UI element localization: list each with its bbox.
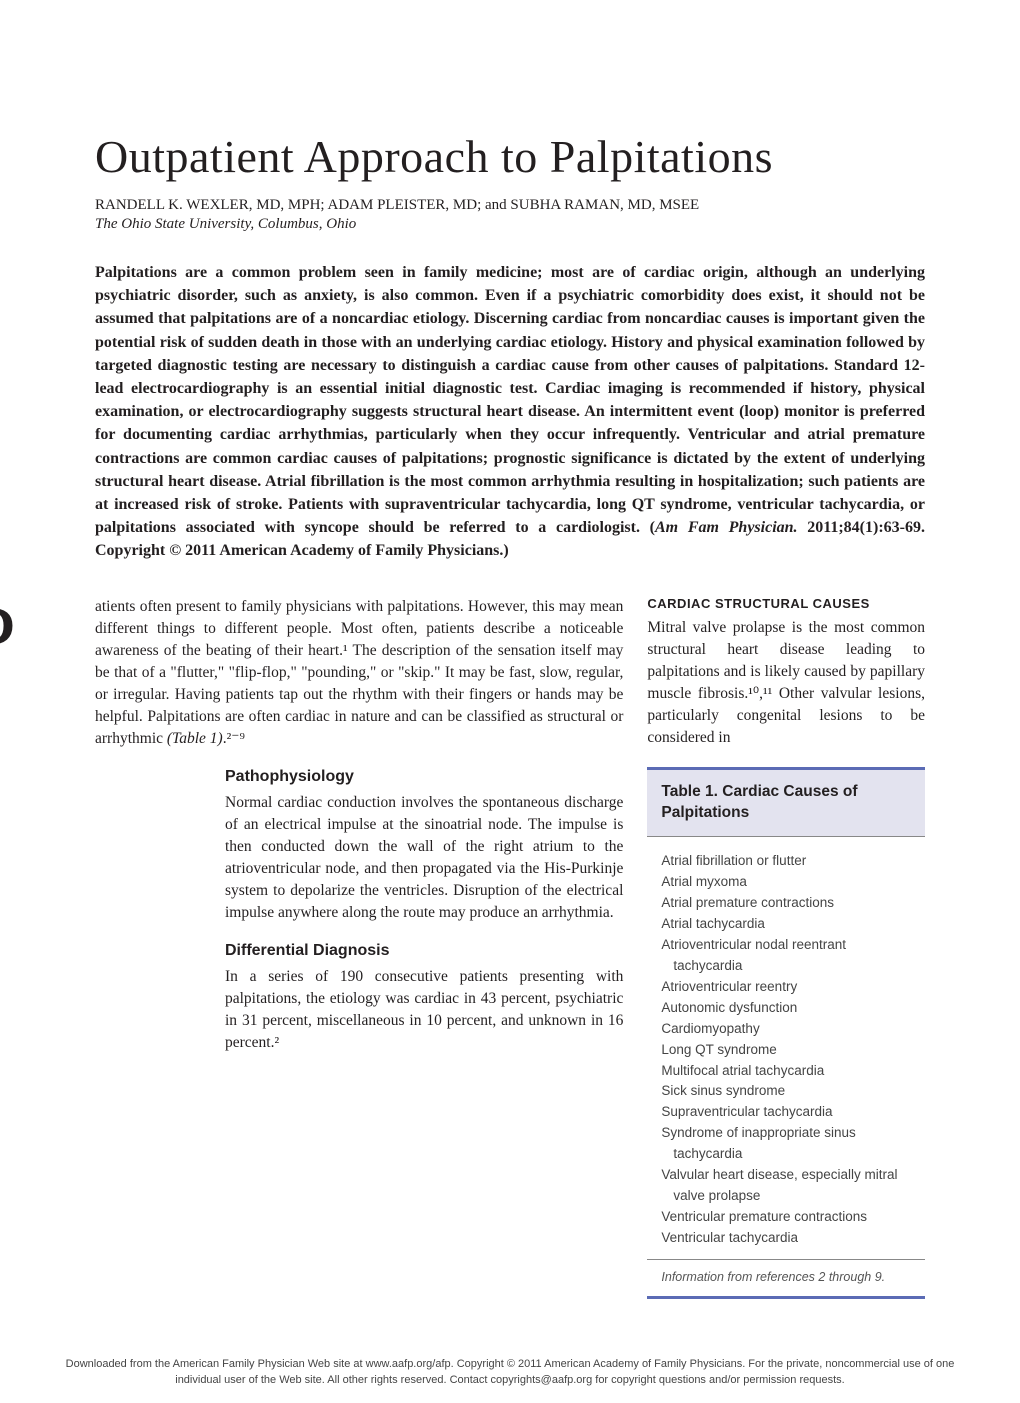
differential-heading: Differential Diagnosis [225, 942, 623, 960]
cardiac-structural-subhead: CARDIAC STRUCTURAL CAUSES [647, 596, 925, 611]
table-1: Table 1. Cardiac Causes of Palpitations … [647, 767, 925, 1298]
abstract: Palpitations are a common problem seen i… [95, 261, 925, 562]
table-row: Syndrome of inappropriate sinus tachycar… [661, 1123, 911, 1165]
affiliation-line: The Ohio State University, Columbus, Ohi… [95, 216, 925, 233]
table-1-footer: Information from references 2 through 9. [647, 1259, 925, 1296]
differential-body: In a series of 190 consecutive patients … [225, 966, 623, 1054]
intro-paragraph: Patients often present to family physici… [95, 596, 623, 750]
table-row: Atrial tachycardia [661, 914, 911, 935]
table-row: Long QT syndrome [661, 1040, 911, 1061]
abstract-citation: Am Fam Physician. [655, 519, 798, 536]
intro-text: atients often present to family physicia… [95, 598, 623, 747]
table-row: Atrial fibrillation or flutter [661, 851, 911, 872]
table-1-body: Atrial fibrillation or flutter Atrial my… [647, 837, 925, 1259]
abstract-main: Palpitations are a common problem seen i… [95, 264, 925, 536]
pathophysiology-heading: Pathophysiology [225, 768, 623, 786]
intro-refs: .²⁻⁹ [223, 730, 245, 747]
table-row: Supraventricular tachycardia [661, 1102, 911, 1123]
table-1-header: Table 1. Cardiac Causes of Palpitations [647, 770, 925, 837]
table-row: Sick sinus syndrome [661, 1081, 911, 1102]
table-row: Autonomic dysfunction [661, 998, 911, 1019]
table-row: Ventricular tachycardia [661, 1228, 911, 1249]
article-title: Outpatient Approach to Palpitations [95, 130, 925, 183]
dropcap-letter: P [0, 596, 24, 674]
two-column-layout: Patients often present to family physici… [95, 596, 925, 1298]
table-row: Atrial myxoma [661, 872, 911, 893]
table-row: Multifocal atrial tachycardia [661, 1061, 911, 1082]
authors-line: RANDELL K. WEXLER, MD, MPH; ADAM PLEISTE… [95, 197, 925, 214]
cardiac-structural-body: Mitral valve prolapse is the most common… [647, 617, 925, 749]
table-row: Atrioventricular reentry [661, 977, 911, 998]
page-footer: Downloaded from the American Family Phys… [0, 1339, 1020, 1403]
table-1-title: Table 1. Cardiac Causes of Palpitations [661, 782, 911, 824]
table-1-footnote: Information from references 2 through 9. [661, 1270, 911, 1284]
table-row: Valvular heart disease, especially mitra… [661, 1165, 911, 1207]
table-row: Ventricular premature contractions [661, 1207, 911, 1228]
right-column: CARDIAC STRUCTURAL CAUSES Mitral valve p… [647, 596, 925, 1298]
table-row: Cardiomyopathy [661, 1019, 911, 1040]
pathophysiology-body: Normal cardiac conduction involves the s… [225, 792, 623, 924]
table-row: Atrioventricular nodal reentrant tachyca… [661, 935, 911, 977]
table-row: Atrial premature contractions [661, 893, 911, 914]
left-column: Patients often present to family physici… [95, 596, 623, 1298]
intro-table-ref: (Table 1) [167, 730, 223, 747]
table-1-list: Atrial fibrillation or flutter Atrial my… [661, 851, 911, 1249]
